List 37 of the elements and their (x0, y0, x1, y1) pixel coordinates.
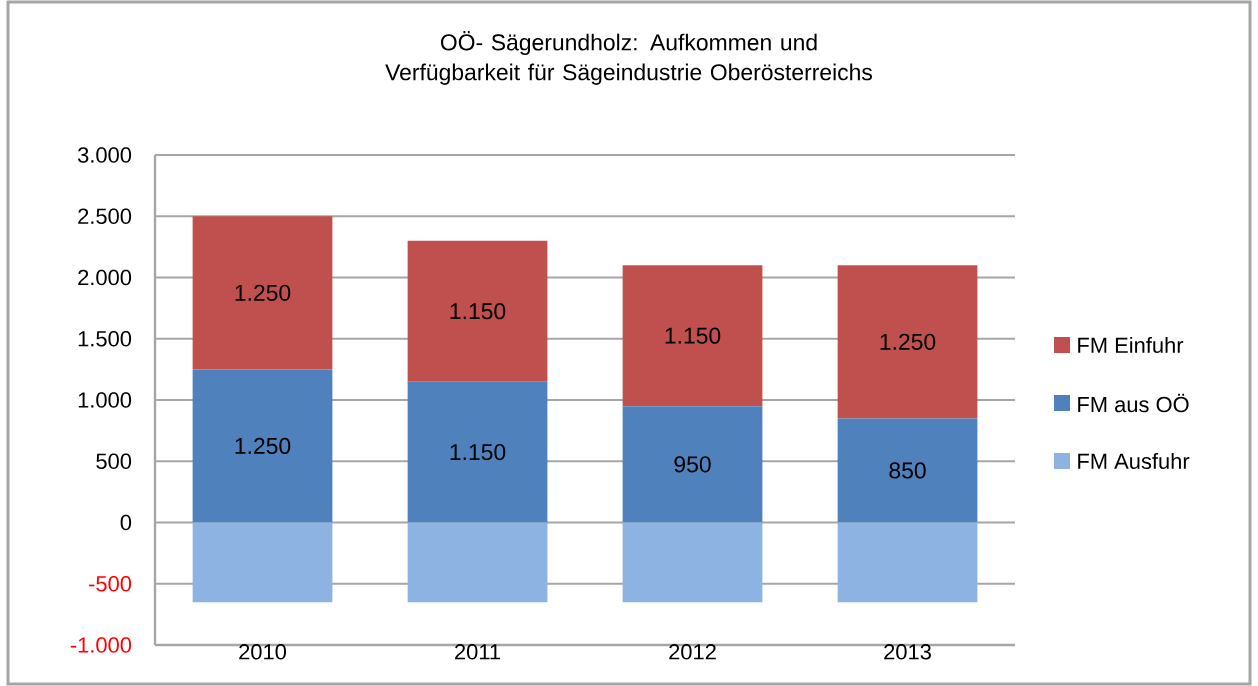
y-tick-label: 2.500 (78, 208, 132, 225)
bar (407, 381, 548, 523)
y-tick-label: 1.000 (78, 392, 132, 408)
bar (407, 522, 548, 603)
data-label: 1.250 (235, 284, 291, 301)
x-tick-label: 2013 (884, 644, 931, 660)
bar (622, 522, 763, 603)
bar (192, 522, 333, 603)
bar (837, 522, 978, 603)
y-tick-label: -500 (89, 576, 132, 592)
y-tick-label: 1.500 (78, 331, 132, 347)
data-label: 850 (889, 462, 926, 479)
y-tick-label: -1.000 (70, 637, 132, 653)
y-tick-label: 500 (96, 453, 132, 470)
data-label: 1.150 (665, 327, 721, 344)
bar (622, 265, 763, 407)
data-label: 1.250 (235, 437, 291, 455)
bar (837, 265, 978, 419)
y-tick-label: 3.000 (77, 147, 132, 163)
y-tick-label: 2.000 (78, 269, 132, 286)
data-label: 950 (674, 456, 711, 473)
bar (192, 216, 333, 370)
legend-label: FM Ausfuhr (1078, 452, 1190, 470)
legend-label: FM Einfuhr (1078, 336, 1184, 354)
chart-title: OÖ- Sägerundholz: Aufkommen und Verfügbarkeit für Sägeindustrie Oberösterreichs (385, 31, 872, 85)
data-label: 1.150 (450, 303, 506, 320)
bar (407, 240, 548, 382)
x-tick-label: 2011 (455, 644, 501, 660)
data-label: 1.150 (450, 443, 506, 461)
bar (622, 406, 763, 523)
data-label: 1.250 (880, 333, 936, 350)
bar (192, 369, 333, 523)
x-tick-label: 2012 (669, 644, 716, 660)
legend-label: FM aus OÖ (1078, 393, 1189, 413)
x-tick-label: 2010 (239, 644, 287, 660)
bar (837, 418, 978, 523)
y-tick-label: 0 (120, 514, 132, 531)
